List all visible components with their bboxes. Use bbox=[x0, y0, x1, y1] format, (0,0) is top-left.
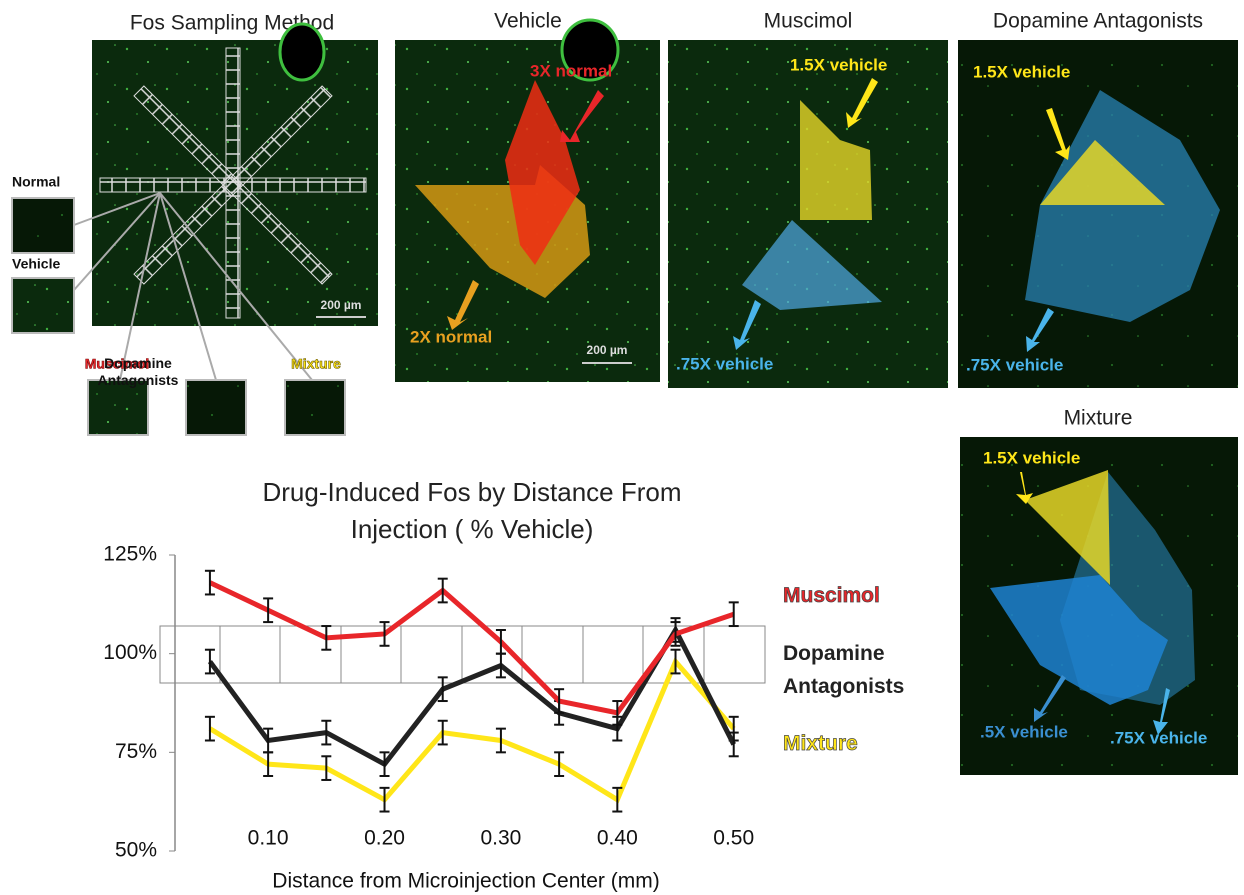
annotation: 2X normal bbox=[410, 327, 492, 346]
x-axis-label: Distance from Microinjection Center (mm) bbox=[272, 870, 659, 893]
annotation: 1.5X vehicle bbox=[973, 62, 1070, 81]
x-tick-label: 0.10 bbox=[248, 827, 289, 850]
x-tick-label: 0.50 bbox=[713, 827, 754, 850]
series-line bbox=[210, 583, 734, 713]
y-tick-label: 75% bbox=[115, 740, 157, 763]
y-tick-label: 50% bbox=[115, 839, 157, 862]
inset-label: Normal bbox=[12, 174, 60, 190]
x-tick-label: 0.30 bbox=[480, 827, 521, 850]
scale-label: 200 µm bbox=[321, 298, 362, 312]
annotation: 1.5X vehicle bbox=[983, 448, 1080, 467]
inset bbox=[12, 198, 74, 253]
y-tick-label: 125% bbox=[103, 543, 157, 566]
inset-label: Dopamine Antagonists bbox=[88, 355, 188, 389]
annotation: .5X vehicle bbox=[980, 722, 1068, 741]
legend-entry: Dopamine Antagonists bbox=[783, 637, 953, 703]
inset bbox=[186, 380, 246, 435]
annotation: 1.5X vehicle bbox=[790, 55, 887, 74]
panel-title: Muscimol bbox=[764, 10, 853, 33]
panel-title: Vehicle bbox=[494, 10, 562, 33]
x-tick-label: 0.40 bbox=[597, 827, 638, 850]
annotation: .75X vehicle bbox=[966, 355, 1063, 374]
series-line bbox=[210, 662, 734, 800]
figure: Fos Sampling Method 200 µm Normal Vehicl… bbox=[0, 0, 1244, 895]
panel-title: Dopamine Antagonists bbox=[993, 10, 1203, 33]
inset bbox=[12, 278, 74, 333]
figure-canvas: Fos Sampling Method 200 µm Normal Vehicl… bbox=[0, 0, 1244, 895]
legend-entry: Mixture bbox=[783, 727, 953, 760]
chart-title: Drug-Induced Fos by Distance From Inject… bbox=[262, 474, 682, 548]
y-tick-label: 100% bbox=[103, 641, 157, 664]
inset bbox=[285, 380, 345, 435]
scale-label: 200 µm bbox=[587, 343, 628, 357]
annotation: .75X vehicle bbox=[676, 354, 773, 373]
series-line bbox=[210, 630, 734, 764]
ventricle bbox=[280, 24, 324, 80]
page: Fos figure {"sampling": {"title": "Fos S… bbox=[0, 0, 1244, 895]
panel-title: Mixture bbox=[1064, 407, 1133, 430]
inset-label: Vehicle bbox=[12, 256, 60, 272]
x-tick-label: 0.20 bbox=[364, 827, 405, 850]
annotation: .75X vehicle bbox=[1110, 728, 1207, 747]
inset-label: Mixture bbox=[291, 356, 341, 372]
legend-entry: Muscimol bbox=[783, 579, 953, 612]
annotation: 3X normal bbox=[530, 61, 612, 80]
